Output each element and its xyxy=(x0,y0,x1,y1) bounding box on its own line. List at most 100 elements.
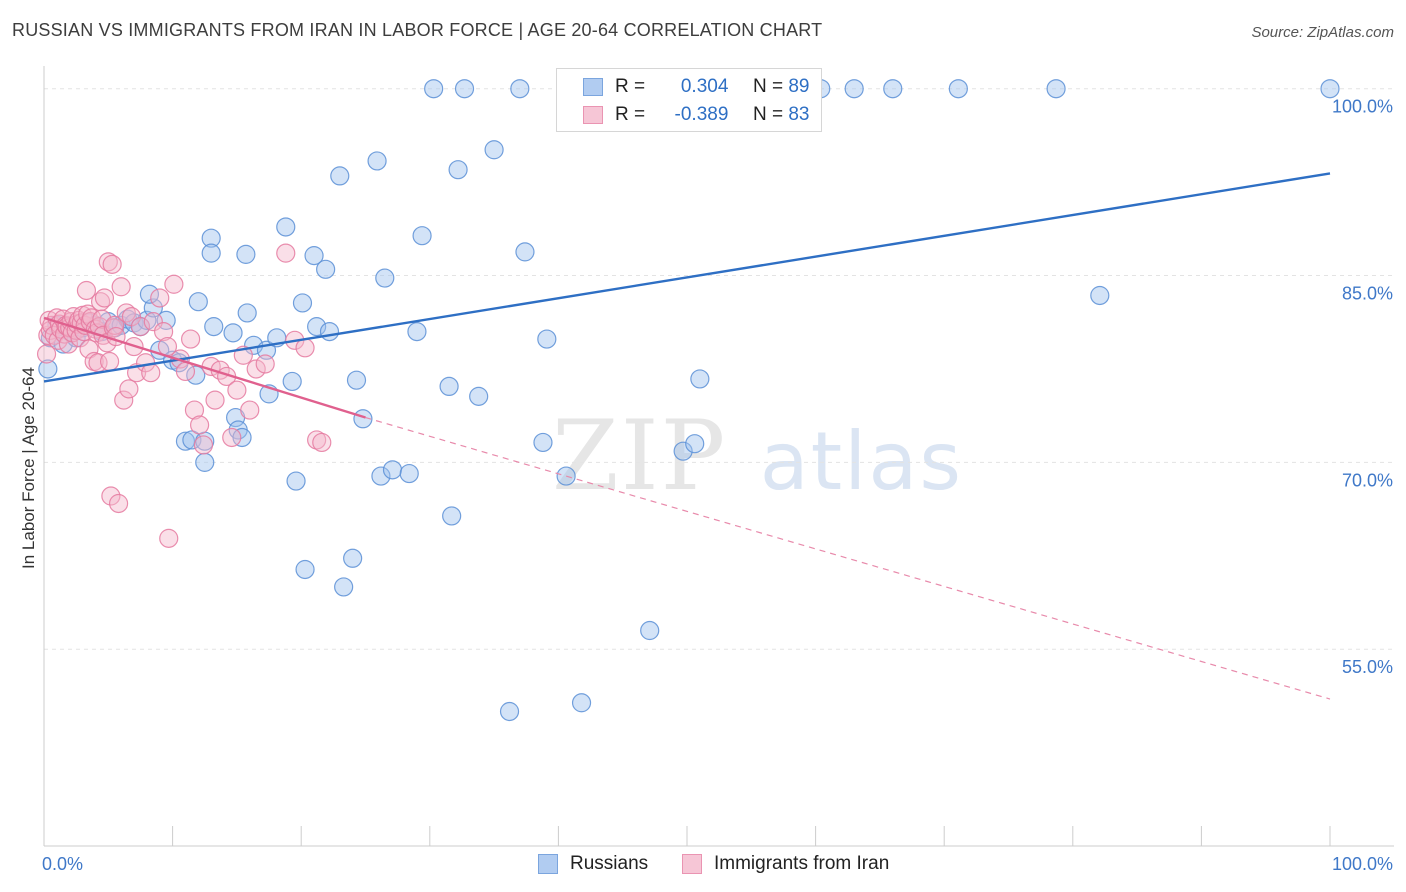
russians-point xyxy=(375,268,395,288)
bottom-legend-swatch-russians xyxy=(538,854,558,874)
x-tick-label: 0.0% xyxy=(42,854,83,874)
russians-point xyxy=(382,460,403,480)
iran-point xyxy=(227,380,247,400)
bottom-legend-swatch-iran xyxy=(682,854,702,874)
russians-point xyxy=(139,284,160,304)
russians-point xyxy=(367,151,387,171)
russians-point xyxy=(510,79,530,99)
russians-point xyxy=(407,321,427,342)
iran-point xyxy=(76,280,97,301)
legend-swatch-russians xyxy=(583,78,603,96)
legend-swatch-iran xyxy=(583,106,603,124)
russians-point xyxy=(844,79,864,99)
russians-point xyxy=(304,246,324,266)
iran-trend-line xyxy=(43,316,366,419)
iran-point xyxy=(159,528,179,548)
russians-point xyxy=(690,369,710,389)
legend-n-value: 83 xyxy=(788,104,810,125)
iran-point xyxy=(240,400,260,420)
russians-trend-line xyxy=(43,172,1331,383)
iran-point xyxy=(150,288,170,308)
legend-stats-iran: R = -0.389 N = 83 xyxy=(615,104,809,126)
legend-r-label: R = xyxy=(615,76,646,97)
russians-point xyxy=(537,329,557,349)
x-tick-label: 100.0% xyxy=(1332,854,1393,874)
russians-point xyxy=(1320,79,1340,99)
y-tick-label: 70.0% xyxy=(1342,470,1393,490)
russians-point xyxy=(330,166,350,186)
iran-point xyxy=(175,361,196,382)
iran-point xyxy=(246,359,266,379)
iran-point xyxy=(205,390,225,410)
iran-point xyxy=(255,354,275,374)
y-tick-label: 85.0% xyxy=(1342,284,1393,304)
iran-point xyxy=(79,339,99,359)
iran-point xyxy=(143,312,163,332)
watermark-zip: ZIP xyxy=(552,400,728,512)
russians-point xyxy=(469,386,489,406)
russians-point xyxy=(295,559,315,580)
russians-point xyxy=(38,359,58,379)
russians-point xyxy=(286,471,306,491)
iran-point xyxy=(153,321,174,342)
iran-point xyxy=(116,303,136,323)
russians-point xyxy=(1090,285,1110,306)
iran-point xyxy=(141,363,161,383)
y-axis-label: In Labor Force | Age 20-64 xyxy=(19,367,38,569)
iran-point xyxy=(114,390,134,410)
watermark: ZIP atlas xyxy=(552,400,963,512)
iran-point xyxy=(164,274,184,294)
iran-point xyxy=(307,430,327,450)
russians-point xyxy=(343,548,363,568)
iran-point xyxy=(184,400,205,420)
iran-point xyxy=(130,317,151,337)
legend-r-value: -0.389 xyxy=(674,104,729,125)
iran-point xyxy=(101,486,121,506)
russians-point xyxy=(319,321,340,342)
bottom-legend-label-russians: Russians xyxy=(570,853,649,874)
y-tick-label: 55.0% xyxy=(1342,657,1393,677)
russians-point xyxy=(883,79,903,99)
russians-point xyxy=(533,432,553,453)
iran-point xyxy=(94,288,115,308)
russians-point xyxy=(175,431,196,451)
legend-r-label: R = xyxy=(615,104,646,125)
watermark-atlas: atlas xyxy=(759,415,964,508)
iran-point xyxy=(78,304,98,324)
russians-point xyxy=(1046,79,1066,99)
russians-point xyxy=(412,226,432,246)
russians-point xyxy=(237,303,257,323)
russians-point xyxy=(186,365,206,385)
russians-point xyxy=(276,217,296,237)
russians-point xyxy=(439,376,459,396)
iran-point xyxy=(99,351,120,372)
russians-point xyxy=(201,228,221,248)
russians-point xyxy=(307,317,327,337)
russians-point xyxy=(515,242,535,262)
russians-point xyxy=(399,463,419,484)
source-credit: Source: ZipAtlas.com xyxy=(1251,24,1394,41)
iran-point xyxy=(190,415,210,435)
legend-n-value: 89 xyxy=(788,76,810,97)
y-tick-label: 100.0% xyxy=(1332,97,1393,117)
russians-point xyxy=(195,452,215,472)
russians-point xyxy=(204,317,224,337)
russians-point xyxy=(371,466,391,486)
iran-point xyxy=(312,432,332,453)
iran-point xyxy=(193,435,214,455)
russians-point xyxy=(334,577,354,597)
iran-trend-extension xyxy=(365,416,1331,700)
bottom-legend-label-iran: Immigrants from Iran xyxy=(714,853,890,874)
russians-point xyxy=(448,160,468,180)
russians-point xyxy=(442,506,462,526)
russians-point xyxy=(282,371,302,392)
russians-point xyxy=(236,244,256,264)
russians-point xyxy=(188,292,208,312)
legend-n-label: N = xyxy=(752,76,784,97)
legend-n-label: N = xyxy=(752,104,784,125)
russians-point xyxy=(640,620,660,641)
iran-point xyxy=(276,243,296,263)
russians-point xyxy=(499,701,520,722)
legend-stats-russians: R = 0.304 N = 89 xyxy=(615,76,809,98)
